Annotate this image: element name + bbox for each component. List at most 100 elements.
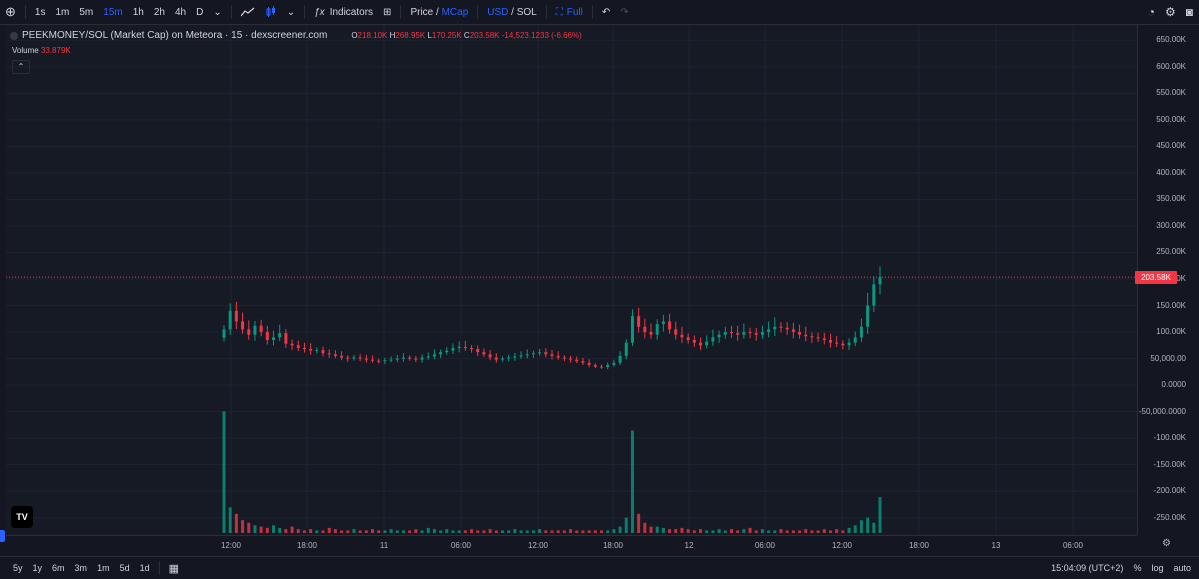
volume-bar	[779, 529, 783, 533]
range-5d[interactable]: 5d	[119, 563, 130, 573]
open-label: O	[351, 31, 358, 40]
collapse-legend-button[interactable]: ⌃	[12, 60, 30, 74]
volume-bar	[241, 520, 245, 533]
usd-option: USD	[487, 6, 509, 18]
candle-body	[500, 358, 504, 360]
percent-toggle[interactable]: %	[1133, 563, 1142, 573]
candle-body	[470, 347, 474, 350]
volume-bar	[470, 529, 474, 533]
candle-body	[488, 354, 492, 358]
candle-body	[866, 305, 870, 327]
y-tick-label: 650.00K	[1156, 35, 1186, 45]
volume-bar	[315, 530, 319, 533]
calendar-icon[interactable]: ▦	[168, 562, 180, 575]
range-5y[interactable]: 5y	[13, 563, 23, 573]
quick-search-icon[interactable]: ◔	[1147, 5, 1155, 19]
clock-time[interactable]: 15:04:09 (UTC+2)	[1051, 563, 1124, 573]
candle-body	[674, 329, 678, 335]
redo-icon[interactable]: ↷	[620, 6, 629, 18]
volume-bar	[284, 529, 288, 533]
timeframe-5m[interactable]: 5m	[79, 6, 94, 18]
range-3m[interactable]: 3m	[74, 563, 88, 573]
volume-bar	[451, 530, 455, 533]
volume-bar	[340, 530, 344, 533]
range-1m[interactable]: 1m	[97, 563, 110, 573]
layouts-icon[interactable]: ⊞	[383, 6, 392, 18]
range-1y[interactable]: 1y	[32, 563, 43, 573]
chevron-down-icon[interactable]: ⌄	[286, 6, 296, 18]
y-tick-label: 0.0000	[1161, 380, 1186, 390]
candle-body	[327, 353, 331, 355]
timeframe-1s[interactable]: 1s	[34, 6, 46, 18]
volume-bar	[228, 507, 232, 533]
price-mcap-toggle[interactable]: Price / MCap	[405, 0, 473, 24]
candle-body	[767, 329, 771, 333]
volume-bar	[476, 530, 480, 533]
candle-body	[668, 321, 672, 330]
timeframe-d[interactable]: D	[196, 6, 204, 18]
candle-body	[835, 342, 839, 344]
undo-icon[interactable]: ↶	[601, 6, 611, 18]
left-panel-toggle[interactable]	[0, 530, 5, 542]
candle-body	[463, 346, 467, 348]
open-value: 218.10K	[357, 31, 388, 40]
tradingview-logo[interactable]: TV	[11, 506, 33, 528]
add-symbol-icon[interactable]: ⊕	[5, 4, 16, 19]
candle-body	[643, 326, 647, 333]
volume-bar	[253, 525, 257, 533]
candle-body	[494, 357, 498, 360]
timeframe-4h[interactable]: 4h	[174, 6, 187, 18]
candle-body	[742, 332, 746, 335]
timeframe-1h[interactable]: 1h	[132, 6, 144, 18]
log-toggle[interactable]: log	[1151, 563, 1164, 573]
usd-sol-toggle[interactable]: USD / SOL	[482, 0, 541, 24]
candle-body	[371, 359, 375, 361]
volume-bar	[259, 526, 263, 533]
line-chart-icon[interactable]	[236, 0, 260, 24]
volume-bar	[630, 430, 634, 533]
timeframe-15m[interactable]: 15m	[103, 6, 123, 18]
candle-body	[284, 333, 288, 344]
volume-bar	[488, 529, 492, 533]
volume-bar	[550, 530, 554, 533]
toolbar-right: ◔ ⚙ ◙	[1148, 0, 1193, 24]
volume-bar	[606, 530, 610, 533]
volume-bar	[618, 526, 622, 533]
volume-bar	[773, 530, 777, 533]
candle-body	[661, 321, 665, 325]
candle-type-icon[interactable]	[260, 0, 282, 24]
candle-body	[234, 310, 238, 322]
gear-icon[interactable]: ⚙	[1164, 5, 1176, 19]
y-tick-label: 550.00K	[1156, 88, 1186, 98]
auto-toggle[interactable]: auto	[1173, 563, 1191, 573]
chart-pane[interactable]	[6, 25, 1137, 535]
candle-body	[680, 334, 684, 338]
volume-bar	[754, 530, 758, 533]
close-value: 203.58K	[469, 31, 500, 40]
full-button[interactable]: ⛶ Full	[551, 0, 588, 24]
range-1d[interactable]: 1d	[139, 563, 150, 573]
divider	[230, 5, 232, 19]
symbol-legend: PEEKMONEY/SOL (Market Cap) on Meteora · …	[10, 30, 582, 41]
high-value: 268.95K	[395, 31, 426, 40]
candle-body	[649, 332, 653, 335]
candle-body	[432, 354, 436, 357]
chevron-down-icon[interactable]: ⌄	[213, 6, 222, 18]
candle-body	[878, 277, 882, 285]
indicators-button[interactable]: ƒx Indicators	[309, 0, 378, 24]
volume-bar	[760, 529, 764, 533]
axis-settings-icon[interactable]: ⚙	[1162, 538, 1171, 549]
camera-icon[interactable]: ◙	[1185, 5, 1193, 19]
timeframe-1m[interactable]: 1m	[55, 6, 70, 18]
time-axis[interactable]: 12:00 18:00 11 06:00 12:00 18:00 12 06:00 12:00 1…	[6, 535, 1137, 556]
range-6m[interactable]: 6m	[52, 563, 65, 573]
volume-bar	[680, 527, 684, 533]
candle-body	[395, 358, 399, 360]
candle-body	[736, 333, 740, 335]
y-tick-label: -50,000.0000	[1138, 406, 1186, 416]
volume-bar	[531, 530, 535, 533]
volume-bar	[389, 529, 393, 533]
volume-bar	[593, 530, 597, 533]
timeframe-2h[interactable]: 2h	[153, 6, 165, 18]
